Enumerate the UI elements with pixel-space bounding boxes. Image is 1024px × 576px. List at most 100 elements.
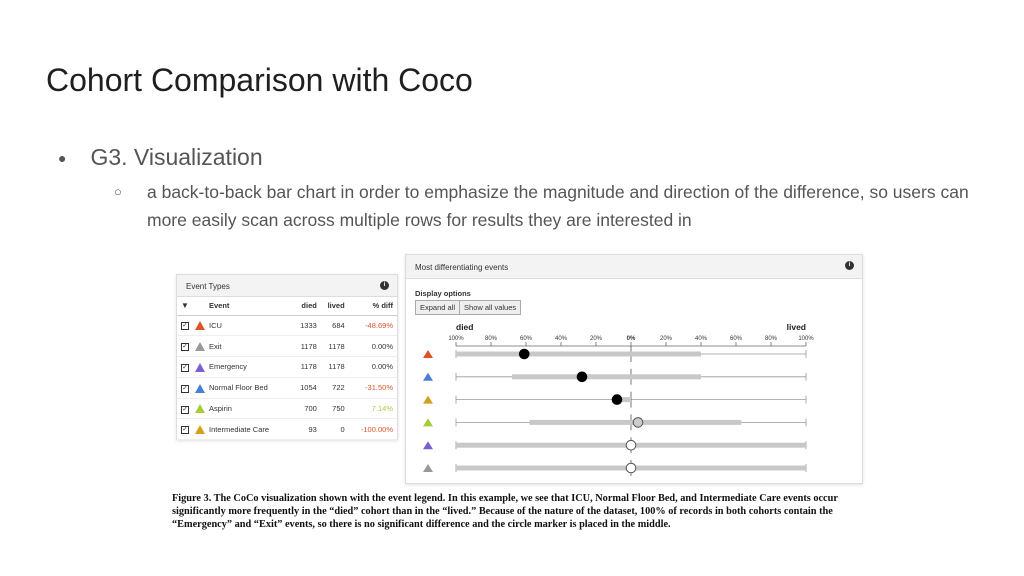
checkbox[interactable]: ✓ [181,405,189,414]
event-triangle-icon [423,464,433,472]
tick-label: 60% [730,336,743,342]
died-count: 1178 [291,356,319,378]
event-name: Emergency [207,356,292,378]
event-triangle-cell [193,335,207,358]
row-checkbox-cell[interactable]: ✓ [177,418,193,441]
event-name: Exit [207,335,292,358]
diff-value: 7.14% [346,398,397,420]
sub-bullet-circle-icon: ○ [114,184,122,199]
sub-bullet-text: a back-to-back bar chart in order to emp… [147,182,969,230]
died-count: 700 [291,398,319,420]
checkbox[interactable]: ✓ [181,343,189,352]
event-column-header[interactable]: Event [207,297,292,316]
diff-value: -31.50% [346,377,397,399]
difference-marker [625,439,637,451]
diff-column-header[interactable]: % diff [346,297,397,316]
range-bar [512,374,701,380]
event-types-panel: Event Types i ▼ Event died lived % diff … [176,274,398,441]
sub-bullet-item: ○ a back-to-back bar chart in order to e… [114,178,974,234]
info-icon[interactable]: i [845,261,854,270]
bullet-item: ● G3. Visualization [58,144,263,171]
range-bar [456,351,701,357]
event-triangle-icon [423,395,433,404]
table-row[interactable]: ✓ Normal Floor Bed 1054 722 -31.50% [177,377,397,399]
display-options-label: Display options [415,289,471,298]
tick-label: 80% [485,336,498,342]
event-triangle-icon [423,372,433,381]
tick-label: 0% [627,336,636,342]
event-name: Aspirin [207,398,292,420]
table-row[interactable]: ✓ ICU 1333 684 -48.69% [177,315,397,337]
differentiating-events-title: Most differentiating events [415,263,509,272]
table-row[interactable]: ✓ Intermediate Care 93 0 -100.00% [177,418,397,441]
filter-icon[interactable]: ▼ [181,301,189,311]
died-count: 1178 [291,335,319,358]
event-types-table: ▼ Event died lived % diff ✓ ICU 1333 684 -48… [177,297,397,441]
table-row[interactable]: ✓ Emergency 1178 1178 0.00% [177,356,397,378]
table-header-row: ▼ Event died lived % diff [177,297,397,316]
event-name: Normal Floor Bed [207,377,292,399]
tick-label: 60% [520,336,533,342]
event-triangle-icon [423,441,433,450]
row-checkbox-cell[interactable]: ✓ [177,315,193,337]
event-triangle-icon [423,350,433,358]
info-icon[interactable]: i [380,281,389,290]
checkbox[interactable]: ✓ [181,426,189,435]
difference-marker [632,417,644,428]
blank-header [193,297,207,316]
table-row[interactable]: ✓ Exit 1178 1178 0.00% [177,335,397,358]
row-checkbox-cell[interactable]: ✓ [177,377,193,399]
range-bar [617,397,631,403]
difference-marker [518,348,530,360]
event-triangle-cell [193,315,207,337]
event-triangle-cell [193,377,207,399]
bullet-dot-icon: ● [58,149,67,166]
bullet-text: G3. Visualization [90,144,263,170]
event-triangle-cell [193,398,207,420]
event-triangle-icon [423,418,433,427]
difference-marker [576,371,588,383]
died-count: 1054 [291,377,319,399]
tick-label: 20% [660,336,673,342]
difference-marker [611,394,623,405]
show-all-values-button[interactable]: Show all values [460,300,522,315]
lived-count: 0 [318,418,347,441]
filter-header[interactable]: ▼ [177,297,193,316]
diff-value: 0.00% [346,335,397,358]
diff-value: 0.00% [346,356,397,378]
tick-label: 100% [448,336,464,342]
differentiating-events-panel: Most differentiating events i Display op… [405,254,863,484]
event-types-header: Event Types i [177,275,397,297]
back-to-back-chart: died lived 100% 80% 60% 40% 20% 0% 20% 40% 60% 80% 1… [423,322,814,476]
event-name: Intermediate Care [207,418,292,441]
triangle-icon [195,404,205,414]
lived-count: 750 [318,398,347,420]
event-triangle-cell [193,356,207,378]
checkbox[interactable]: ✓ [181,384,189,393]
lived-count: 684 [318,315,347,337]
lived-count: 1178 [318,335,347,358]
triangle-icon [195,321,205,331]
row-checkbox-cell[interactable]: ✓ [177,356,193,378]
died-column-header[interactable]: died [291,297,319,316]
lived-count: 1178 [318,356,347,378]
event-types-title: Event Types [186,282,230,291]
event-name: ICU [207,315,292,337]
diff-value: -100.00% [346,418,397,441]
triangle-icon [195,383,205,393]
tick-label: 20% [590,336,603,342]
checkbox[interactable]: ✓ [181,322,189,331]
lived-column-header[interactable]: lived [318,297,347,316]
differentiating-events-header: Most differentiating events i [406,255,862,279]
row-checkbox-cell[interactable]: ✓ [177,335,193,358]
slide-title: Cohort Comparison with Coco [46,62,473,98]
tick-label: 40% [695,336,708,342]
died-label: died [456,322,473,332]
tick-label: 80% [765,336,778,342]
row-checkbox-cell[interactable]: ✓ [177,398,193,420]
table-row[interactable]: ✓ Aspirin 700 750 7.14% [177,398,397,420]
triangle-icon [195,425,205,435]
expand-all-button[interactable]: Expand all [415,300,461,315]
lived-count: 722 [318,377,347,399]
checkbox[interactable]: ✓ [181,363,189,372]
